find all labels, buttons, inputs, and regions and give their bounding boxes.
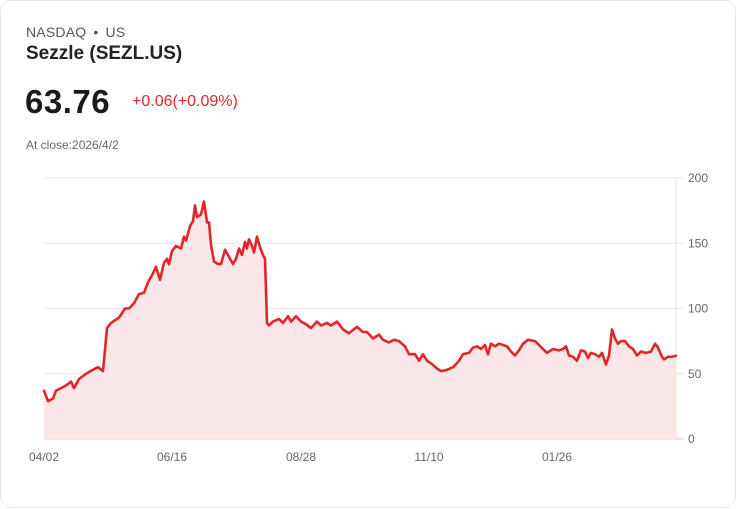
stock-title: Sezzle (SEZL.US) <box>26 43 183 64</box>
price-line <box>42 200 678 403</box>
y-tick-label: 50 <box>688 367 702 381</box>
x-tick-label: 04/02 <box>29 450 59 464</box>
exchange-line: NASDAQ • US <box>26 24 125 40</box>
y-tick-label: 150 <box>688 236 708 250</box>
x-tick-label: 11/10 <box>414 450 443 464</box>
y-tick-label: 100 <box>688 302 708 316</box>
y-tick-label: 200 <box>688 171 708 185</box>
y-tick-label: 0 <box>688 432 695 446</box>
x-tick-label: 08/28 <box>286 450 316 464</box>
price-area-fill <box>44 201 676 439</box>
x-tick-label: 01/26 <box>542 450 572 464</box>
separator-dot: • <box>93 24 99 40</box>
x-axis-labels: 04/02 06/16 08/28 11/10 01/26 <box>29 450 572 464</box>
exchange-name: NASDAQ <box>26 24 87 40</box>
close-date: At close:2026/4/2 <box>26 138 119 152</box>
price-change: +0.06(+0.09%) <box>132 93 238 110</box>
y-axis-labels: 0 50 100 150 200 <box>688 171 708 446</box>
x-tick-label: 06/16 <box>157 450 187 464</box>
current-price: 63.76 <box>25 83 111 120</box>
market-name: US <box>105 24 126 40</box>
